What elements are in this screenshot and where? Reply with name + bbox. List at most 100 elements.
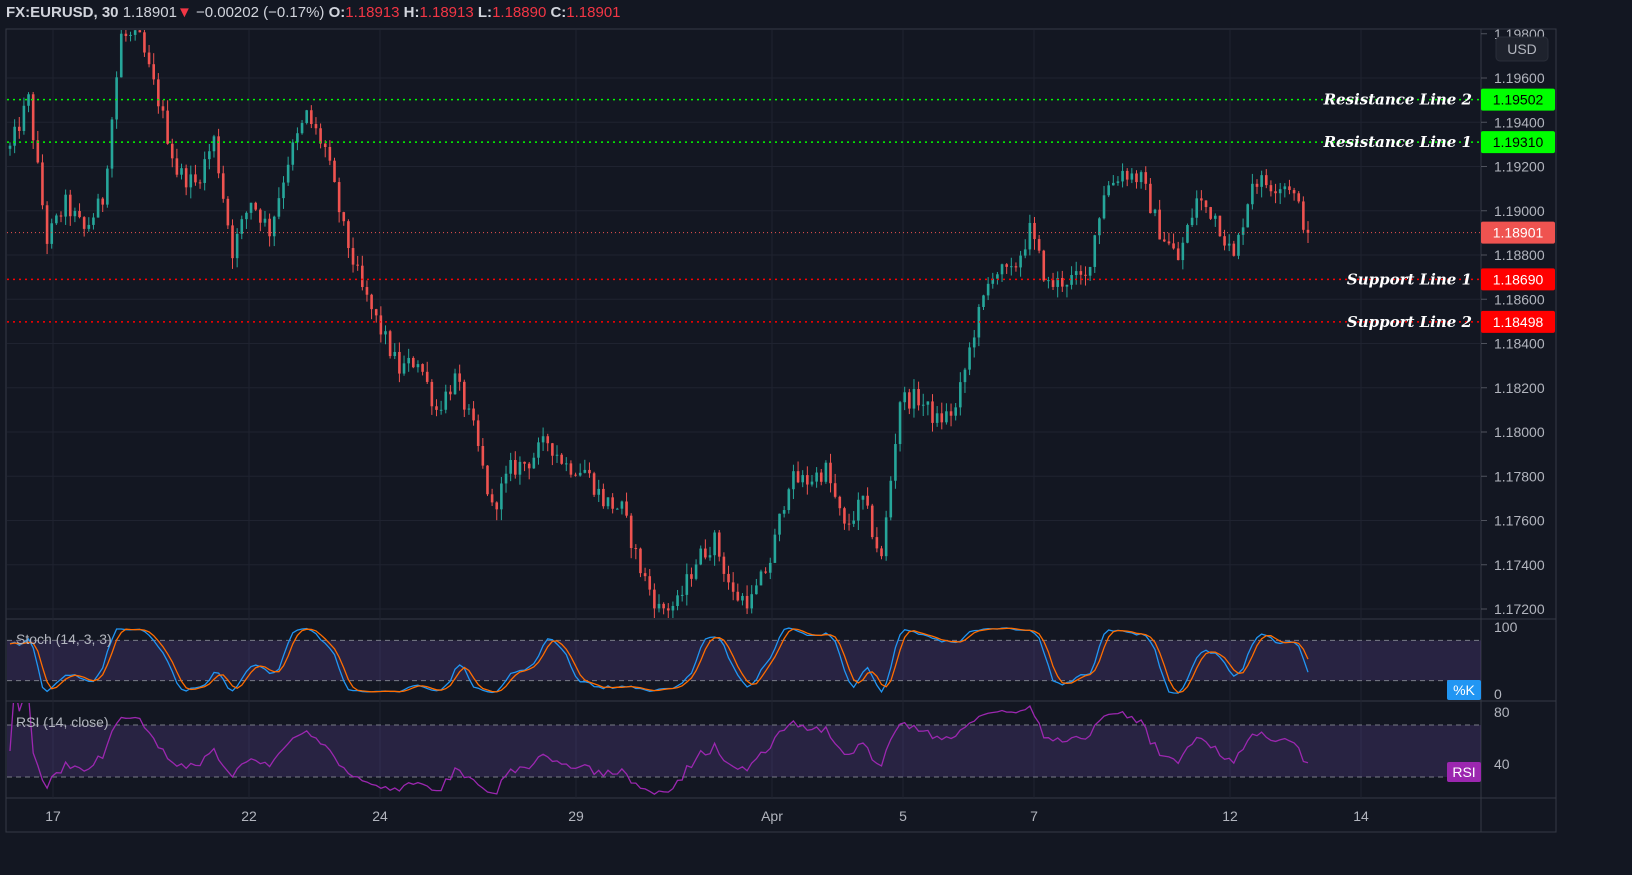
candle-body <box>889 480 893 518</box>
support-price-label: 1.18690 <box>1493 271 1544 287</box>
candle-body <box>453 373 457 395</box>
candle-body <box>857 499 860 521</box>
candle-body <box>954 407 957 416</box>
candle-body <box>875 537 879 549</box>
candle-body <box>615 508 619 510</box>
candle-body <box>458 373 461 382</box>
candle-body <box>184 168 188 188</box>
candle-body <box>1102 195 1106 219</box>
candle-body <box>31 94 35 141</box>
candle-body <box>819 472 823 482</box>
candle-body <box>801 475 805 483</box>
candle-body <box>731 582 735 592</box>
candle-body <box>722 556 726 574</box>
candle-body <box>972 337 976 348</box>
candle-body <box>486 465 489 495</box>
candle-body <box>226 198 230 226</box>
candle-body <box>1098 218 1101 236</box>
candle-body <box>1153 209 1157 214</box>
candle-body <box>365 287 369 295</box>
candle-body <box>143 32 146 53</box>
candle-body <box>982 295 985 307</box>
stoch-badge <box>1447 680 1481 700</box>
high-value: 1.18913 <box>419 4 474 21</box>
candle-body <box>657 603 661 609</box>
candle-body <box>745 595 749 609</box>
candle-body <box>1093 235 1097 267</box>
candle-body <box>1084 274 1087 276</box>
candle-body <box>782 510 786 514</box>
candle-body <box>847 523 851 525</box>
resistance-line-label: Resistance Line 2 <box>1323 91 1472 109</box>
candle-body <box>513 459 517 475</box>
candle-body <box>1246 204 1250 228</box>
candle-body <box>578 472 582 476</box>
candle-body <box>13 126 16 146</box>
candle-body <box>1047 280 1050 282</box>
candle-body <box>27 94 30 106</box>
candle-body <box>717 532 721 557</box>
candle-body <box>959 382 962 408</box>
candle-body <box>59 215 63 217</box>
symbol-name[interactable]: FX:EURUSD, 30 <box>6 4 119 21</box>
currency-button[interactable] <box>1495 36 1549 62</box>
candle-body <box>421 364 424 372</box>
candle-body <box>212 136 216 152</box>
close-value: 1.18901 <box>566 4 621 21</box>
candle-body <box>759 571 763 586</box>
candle-body <box>416 364 420 368</box>
candle-body <box>611 497 614 509</box>
candle-body <box>180 168 183 175</box>
candle-body <box>1130 173 1134 180</box>
rsi-line <box>9 703 1309 795</box>
candle-body <box>1200 198 1203 201</box>
candle-body <box>268 218 271 237</box>
candle-body <box>476 420 480 446</box>
candle-body <box>22 105 26 131</box>
candle-body <box>815 472 818 482</box>
candle-body <box>1139 172 1143 183</box>
candle-body <box>968 347 971 370</box>
candle-body <box>361 265 364 288</box>
candle-body <box>671 605 675 611</box>
candle-body <box>843 508 846 524</box>
resistance-price-badge <box>1481 88 1555 111</box>
candle-body <box>194 174 197 183</box>
candle-body <box>323 143 327 147</box>
candle-body <box>597 488 601 495</box>
candle-body <box>1051 280 1055 287</box>
candle-body <box>217 136 220 174</box>
candle-body <box>388 331 392 357</box>
price-tick-label: 1.19200 <box>1494 159 1545 175</box>
candle-body <box>884 517 888 557</box>
candle-body <box>1213 215 1217 219</box>
candle-body <box>50 223 54 244</box>
candle-body <box>560 454 563 464</box>
candle-body <box>221 173 225 199</box>
resistance-line-label: Resistance Line 1 <box>1323 133 1472 151</box>
stoch-title[interactable]: Stoch (14, 3, 3) <box>16 631 112 647</box>
candle-body <box>583 469 587 473</box>
candle-body <box>449 391 452 395</box>
candle-body <box>286 164 290 183</box>
candle-body <box>198 182 202 184</box>
candle-body <box>444 391 448 410</box>
candle-body <box>1112 182 1115 186</box>
price-tick-label: 1.17200 <box>1494 601 1545 617</box>
candle-body <box>1306 229 1310 233</box>
rsi-title[interactable]: RSI (14, close) <box>16 714 109 730</box>
candle-body <box>713 532 716 556</box>
candle-body <box>555 454 559 456</box>
candle-body <box>829 462 832 484</box>
candle-body <box>1292 190 1296 194</box>
candle-body <box>546 436 550 444</box>
candle-body <box>592 473 596 495</box>
candle-body <box>653 589 656 609</box>
candle-body <box>908 392 911 409</box>
low-label: L: <box>477 4 493 21</box>
price-tick-label: 1.18600 <box>1494 291 1545 307</box>
time-tick-label: 17 <box>45 808 61 824</box>
candle-body <box>115 77 118 120</box>
candle-body <box>903 392 906 403</box>
